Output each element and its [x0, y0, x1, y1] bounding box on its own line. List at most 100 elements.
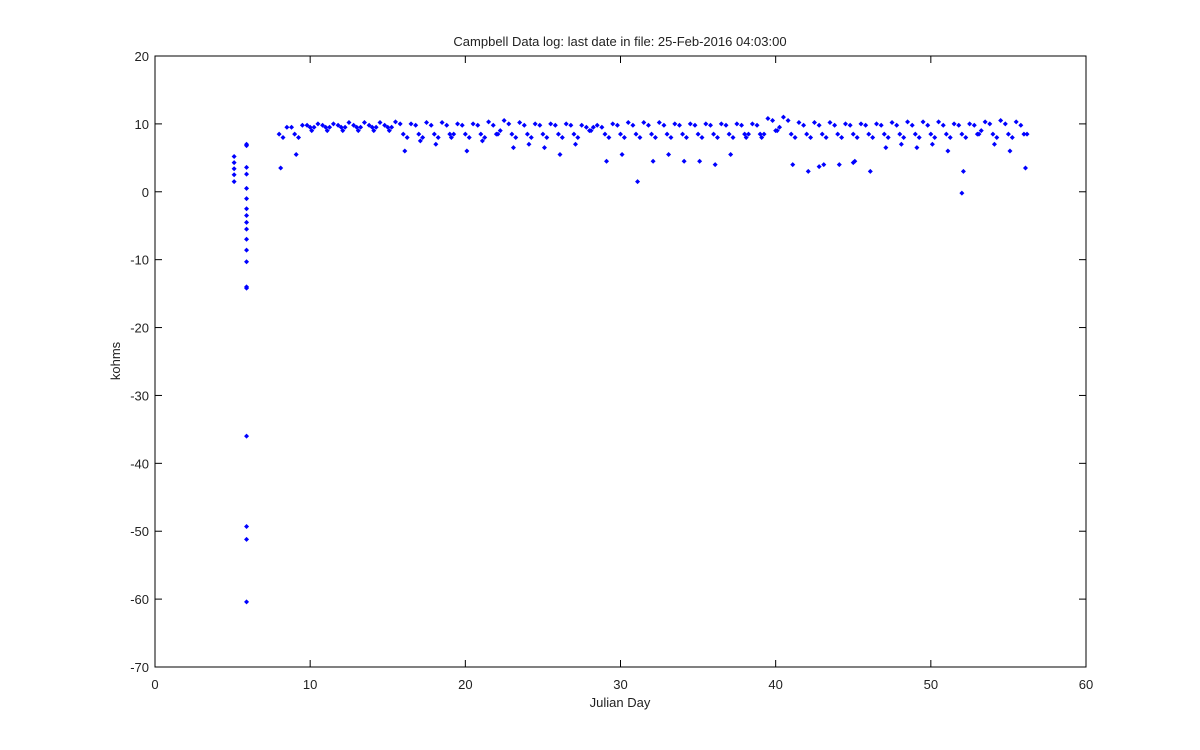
data-point	[661, 122, 667, 128]
data-point	[397, 121, 403, 127]
data-point	[497, 128, 503, 134]
data-point	[555, 131, 561, 137]
data-point	[637, 134, 643, 140]
data-point	[1021, 131, 1027, 137]
data-point	[870, 134, 876, 140]
data-point	[854, 134, 860, 140]
data-point	[315, 121, 321, 127]
data-point	[728, 151, 734, 157]
data-point	[509, 131, 515, 137]
data-point	[650, 158, 656, 164]
y-tick-label: -30	[130, 388, 149, 403]
data-point	[495, 131, 501, 137]
y-tick-label: 10	[135, 117, 149, 132]
data-point	[323, 124, 329, 130]
data-point	[482, 134, 488, 140]
data-point	[792, 134, 798, 140]
data-point	[656, 120, 662, 126]
data-point	[982, 119, 988, 125]
data-point	[790, 162, 796, 168]
data-point	[435, 134, 441, 140]
data-point	[894, 122, 900, 128]
data-point	[276, 131, 282, 137]
data-point	[299, 122, 305, 128]
data-point	[431, 131, 437, 137]
data-point	[1022, 165, 1028, 171]
data-point	[940, 122, 946, 128]
data-point	[351, 122, 357, 128]
data-point	[881, 131, 887, 137]
data-point	[777, 124, 783, 130]
data-point	[816, 122, 822, 128]
data-point	[746, 131, 752, 137]
data-point	[510, 145, 516, 151]
data-point	[244, 213, 250, 219]
data-point	[770, 117, 776, 123]
data-point	[340, 128, 346, 134]
data-point	[573, 141, 579, 147]
data-point	[718, 121, 724, 127]
data-point	[540, 131, 546, 137]
data-point	[369, 124, 375, 130]
data-point	[588, 128, 594, 134]
data-point	[883, 145, 889, 151]
data-point	[943, 131, 949, 137]
data-point	[874, 121, 880, 127]
data-point	[683, 134, 689, 140]
data-point	[599, 124, 605, 130]
data-point	[827, 120, 833, 126]
data-point	[309, 128, 315, 134]
data-point	[858, 121, 864, 127]
data-point	[759, 134, 765, 140]
data-point	[386, 128, 392, 134]
data-point	[244, 171, 250, 177]
data-point	[867, 168, 873, 174]
data-point	[712, 162, 718, 168]
plot-frame	[154, 55, 1087, 668]
data-point	[929, 141, 935, 147]
data-point	[932, 134, 938, 140]
data-point	[413, 122, 419, 128]
data-point	[641, 120, 647, 126]
data-point	[898, 141, 904, 147]
data-point	[850, 160, 856, 166]
data-point	[526, 141, 532, 147]
data-point	[971, 122, 977, 128]
x-tick-label: 0	[151, 677, 158, 692]
data-point	[293, 151, 299, 157]
data-point	[836, 162, 842, 168]
data-point	[1002, 121, 1008, 127]
data-point	[231, 160, 237, 166]
data-point	[373, 124, 379, 130]
data-point	[231, 153, 237, 159]
data-point	[1007, 148, 1013, 154]
data-point	[244, 247, 250, 253]
data-point	[231, 166, 237, 172]
data-point	[739, 122, 745, 128]
y-tick-label: -40	[130, 456, 149, 471]
data-point	[811, 120, 817, 126]
data-point	[330, 121, 336, 127]
data-point	[311, 124, 317, 130]
data-point	[244, 259, 250, 265]
data-point	[1018, 122, 1024, 128]
y-tick-label: -10	[130, 253, 149, 268]
x-axis-label: Julian Day	[590, 695, 651, 710]
data-point	[571, 131, 577, 137]
data-point	[780, 114, 786, 120]
data-point	[338, 124, 344, 130]
data-point	[610, 121, 616, 127]
data-point	[912, 131, 918, 137]
data-point	[699, 134, 705, 140]
data-point	[244, 164, 250, 170]
data-point	[743, 134, 749, 140]
x-tick-label: 30	[613, 677, 627, 692]
data-point	[517, 120, 523, 126]
data-point	[486, 119, 492, 125]
data-point	[621, 134, 627, 140]
data-point	[557, 151, 563, 157]
y-tick-label: -50	[130, 524, 149, 539]
data-point	[901, 134, 907, 140]
y-tick-label: 0	[142, 185, 149, 200]
